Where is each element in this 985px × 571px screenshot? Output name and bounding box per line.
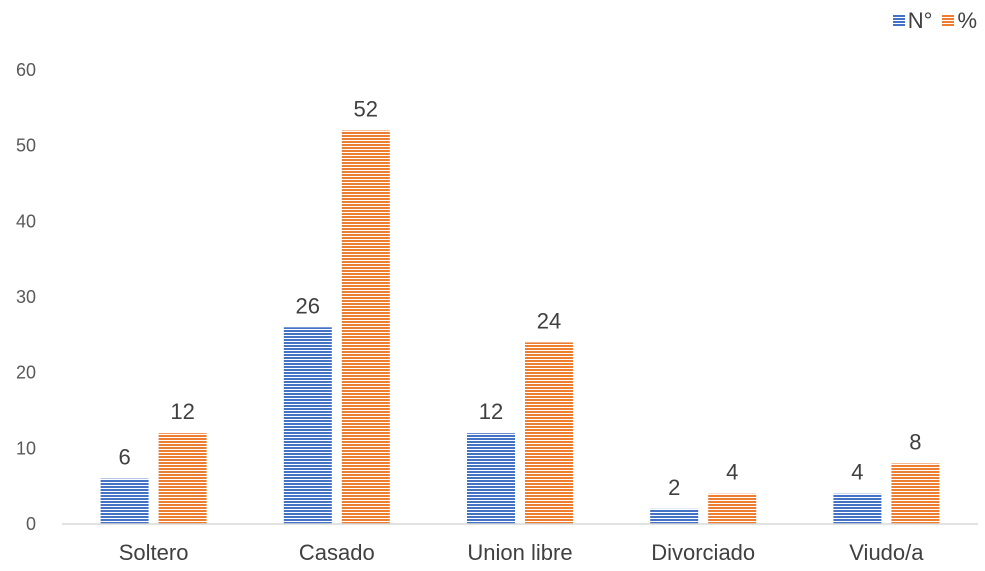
data-label: 52 <box>354 97 378 122</box>
chart-legend: N° % <box>892 8 977 34</box>
y-tick-label: 0 <box>26 514 36 534</box>
data-label: 24 <box>537 308 561 333</box>
bar-n <box>467 433 515 524</box>
data-label: 12 <box>170 399 194 424</box>
bar-n <box>100 478 149 524</box>
y-tick-label: 50 <box>16 136 36 156</box>
y-tick-label: 60 <box>16 60 36 80</box>
y-tick-label: 30 <box>16 287 36 307</box>
x-axis-labels: Soltero Casado Union libre Divorciado Viudo/… <box>119 540 925 565</box>
legend-item-n: N° <box>892 8 933 34</box>
bar-percent <box>891 463 940 524</box>
x-tick-label: Viudo/a <box>849 540 924 565</box>
y-tick-label: 20 <box>16 363 36 383</box>
x-tick-label: Casado <box>299 540 375 565</box>
x-tick-label: Divorciado <box>651 540 755 565</box>
data-label: 26 <box>296 293 320 318</box>
legend-swatch-percent <box>942 15 955 27</box>
bar-n <box>283 327 332 524</box>
data-label: 6 <box>118 445 130 470</box>
bar-percent <box>158 433 207 524</box>
x-tick-label: Soltero <box>119 540 189 565</box>
legend-swatch-n <box>892 15 905 27</box>
data-label: 4 <box>726 460 738 485</box>
bar-n <box>650 508 699 524</box>
y-tick-label: 40 <box>16 211 36 231</box>
data-label: 8 <box>909 429 921 454</box>
data-label: 2 <box>668 475 680 500</box>
bar-percent <box>341 130 390 525</box>
bar-n <box>833 493 882 524</box>
data-label: 4 <box>851 460 863 485</box>
data-label: 12 <box>479 399 503 424</box>
legend-item-percent: % <box>942 8 977 34</box>
y-tick-label: 10 <box>16 438 36 458</box>
bar-percent <box>708 493 757 524</box>
x-tick-label: Union libre <box>467 540 572 565</box>
y-axis-ticks: 0 10 20 30 40 50 60 <box>16 60 36 534</box>
legend-label-n: N° <box>907 8 933 33</box>
bar-percent <box>525 342 573 524</box>
legend-label-percent: % <box>957 8 977 33</box>
